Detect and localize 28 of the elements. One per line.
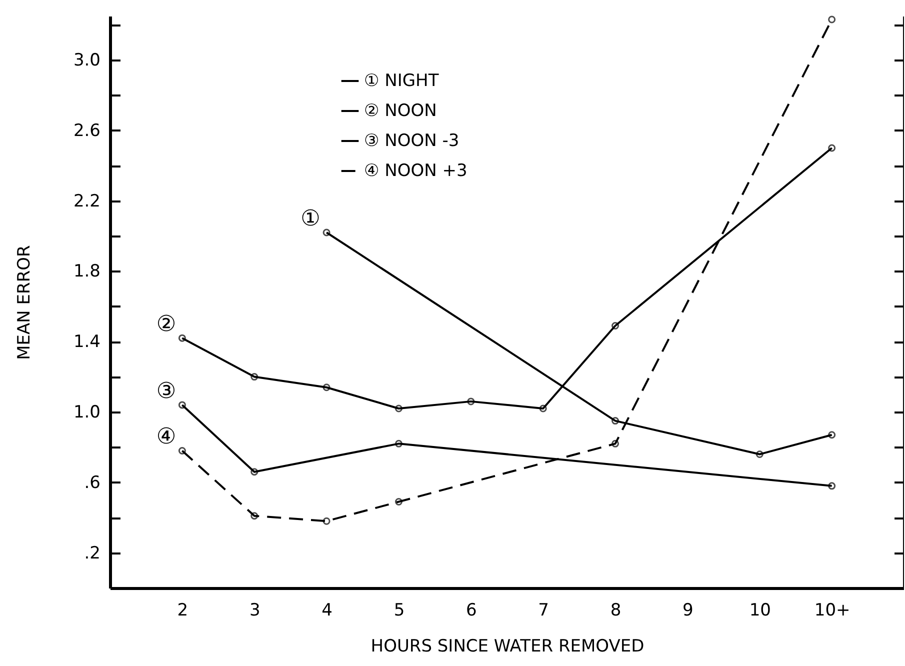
y-tick-label: 1.8 bbox=[73, 262, 100, 282]
x-tick-label: 7 bbox=[538, 600, 550, 620]
annotation: ③ bbox=[156, 378, 176, 404]
legend-label: ③ NOON -3 bbox=[364, 131, 460, 151]
legend-label: ① NIGHT bbox=[364, 71, 440, 91]
x-tick-label: 10+ bbox=[814, 600, 850, 620]
legend-label: ② NOON bbox=[364, 101, 437, 121]
y-tick-label: 3.0 bbox=[73, 50, 100, 70]
x-tick-label: 3 bbox=[249, 600, 260, 620]
y-tick-label: 1.4 bbox=[73, 332, 100, 352]
y-tick-label: .6 bbox=[84, 472, 100, 493]
y-tick-label: 1.0 bbox=[73, 402, 100, 422]
annotation: ① bbox=[300, 206, 320, 232]
x-tick-label: 5 bbox=[394, 600, 405, 620]
x-axis-title: HOURS SINCE WATER REMOVED bbox=[370, 636, 644, 656]
x-tick-label: 10 bbox=[749, 600, 771, 620]
x-tick-label: 6 bbox=[466, 600, 477, 620]
y-axis-title: MEAN ERROR bbox=[14, 244, 34, 360]
x-tick-label: 8 bbox=[610, 600, 622, 620]
x-tick-label: 9 bbox=[682, 600, 694, 620]
y-tick-label: .2 bbox=[84, 543, 100, 564]
y-tick-label: 2.6 bbox=[73, 120, 100, 141]
annotation: ② bbox=[156, 312, 176, 338]
legend-label: ④ NOON +3 bbox=[364, 161, 468, 181]
x-tick-label: 4 bbox=[322, 600, 332, 620]
annotation: ④ bbox=[156, 424, 176, 450]
y-tick-label: 2.2 bbox=[73, 191, 100, 212]
x-tick-label: 2 bbox=[177, 600, 188, 620]
